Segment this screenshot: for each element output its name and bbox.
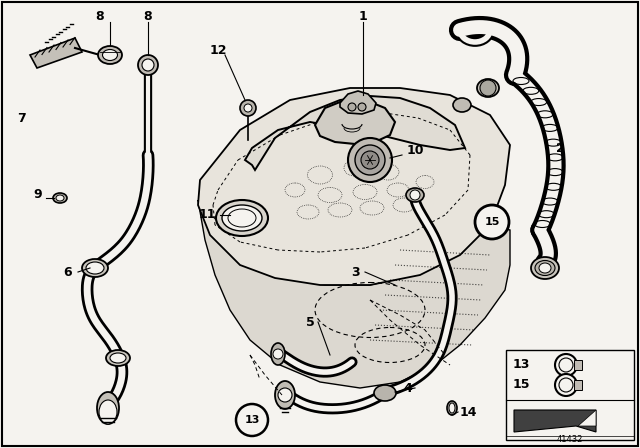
- Ellipse shape: [453, 98, 471, 112]
- Ellipse shape: [374, 385, 396, 401]
- Circle shape: [273, 349, 283, 359]
- Text: 13: 13: [244, 415, 260, 425]
- Ellipse shape: [53, 193, 67, 203]
- Ellipse shape: [539, 263, 551, 273]
- Circle shape: [348, 103, 356, 111]
- Polygon shape: [198, 200, 510, 388]
- Ellipse shape: [535, 260, 555, 276]
- Text: 10: 10: [406, 143, 424, 156]
- Circle shape: [236, 404, 268, 436]
- Circle shape: [358, 103, 366, 111]
- Text: 41432: 41432: [557, 435, 583, 444]
- Circle shape: [348, 138, 392, 182]
- Ellipse shape: [86, 262, 104, 274]
- Ellipse shape: [97, 392, 119, 424]
- Text: 7: 7: [18, 112, 26, 125]
- Bar: [574, 360, 582, 370]
- Text: 15: 15: [512, 379, 530, 392]
- Bar: [574, 380, 582, 390]
- Text: 9: 9: [34, 189, 42, 202]
- Text: 1: 1: [358, 9, 367, 22]
- Text: 8: 8: [144, 9, 152, 22]
- Polygon shape: [245, 96, 465, 170]
- Polygon shape: [198, 88, 510, 285]
- Ellipse shape: [222, 205, 262, 231]
- Ellipse shape: [98, 46, 122, 64]
- Text: 4: 4: [404, 382, 412, 395]
- Text: 6: 6: [64, 266, 72, 279]
- Circle shape: [355, 145, 385, 175]
- Circle shape: [559, 358, 573, 372]
- Circle shape: [361, 151, 379, 169]
- Circle shape: [278, 388, 292, 402]
- Circle shape: [480, 80, 496, 96]
- Ellipse shape: [82, 259, 108, 277]
- Ellipse shape: [99, 400, 117, 424]
- Bar: [506, 350, 634, 440]
- Circle shape: [555, 374, 577, 396]
- Text: 2: 2: [556, 142, 564, 155]
- Polygon shape: [514, 410, 596, 432]
- Ellipse shape: [271, 343, 285, 365]
- Circle shape: [475, 205, 509, 239]
- Ellipse shape: [449, 403, 455, 413]
- Text: 3: 3: [352, 266, 360, 279]
- Ellipse shape: [275, 381, 295, 409]
- Text: 15: 15: [484, 217, 500, 227]
- Ellipse shape: [138, 55, 158, 75]
- Polygon shape: [30, 38, 82, 68]
- Polygon shape: [578, 410, 596, 426]
- Text: 12: 12: [209, 43, 227, 56]
- Ellipse shape: [447, 401, 457, 415]
- Circle shape: [244, 104, 252, 112]
- Ellipse shape: [477, 79, 499, 97]
- Text: 13: 13: [512, 358, 530, 371]
- Text: 5: 5: [306, 315, 314, 328]
- Circle shape: [240, 100, 256, 116]
- Text: 14: 14: [460, 405, 477, 418]
- Ellipse shape: [56, 195, 64, 201]
- Circle shape: [410, 190, 420, 200]
- Ellipse shape: [216, 200, 268, 236]
- Text: 11: 11: [198, 208, 216, 221]
- Polygon shape: [315, 100, 395, 144]
- Circle shape: [559, 378, 573, 392]
- Circle shape: [555, 354, 577, 376]
- Ellipse shape: [102, 49, 118, 60]
- Ellipse shape: [406, 188, 424, 202]
- Ellipse shape: [142, 59, 154, 71]
- Ellipse shape: [531, 257, 559, 279]
- Polygon shape: [340, 91, 376, 114]
- Text: 8: 8: [96, 9, 104, 22]
- Ellipse shape: [106, 350, 130, 366]
- Ellipse shape: [110, 353, 126, 363]
